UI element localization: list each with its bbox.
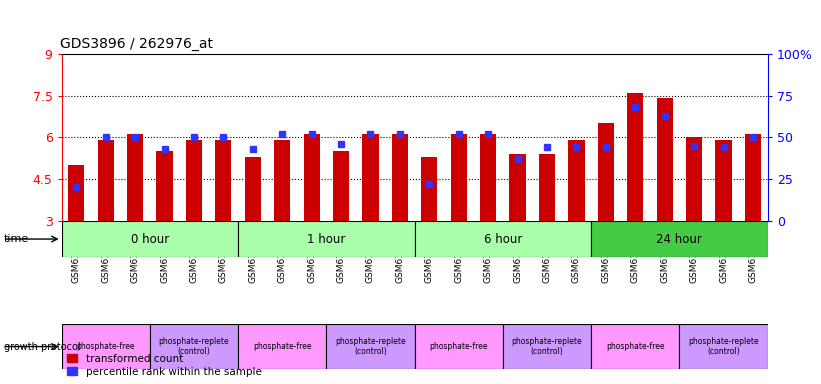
Text: phosphate-replete
(control): phosphate-replete (control) — [158, 337, 229, 356]
Bar — [415, 324, 502, 369]
Bar — [333, 151, 349, 221]
Bar — [245, 157, 261, 221]
Bar — [510, 154, 525, 221]
Bar — [157, 151, 172, 221]
Bar — [502, 324, 591, 369]
Bar — [627, 93, 644, 221]
Text: phosphate-free: phosphate-free — [606, 342, 664, 351]
Bar — [591, 221, 768, 257]
Text: phosphate-free: phosphate-free — [76, 342, 135, 351]
Bar — [215, 140, 232, 221]
Bar — [745, 134, 761, 221]
Bar — [274, 140, 291, 221]
Text: 1 hour: 1 hour — [307, 233, 346, 245]
Bar — [715, 140, 732, 221]
Text: growth protocol: growth protocol — [4, 341, 80, 352]
Bar — [238, 324, 327, 369]
Bar — [591, 324, 680, 369]
Bar — [362, 134, 378, 221]
Bar — [680, 324, 768, 369]
Text: 0 hour: 0 hour — [131, 233, 169, 245]
Text: phosphate-replete
(control): phosphate-replete (control) — [335, 337, 406, 356]
Legend: transformed count, percentile rank within the sample: transformed count, percentile rank withi… — [67, 354, 261, 377]
Text: phosphate-replete
(control): phosphate-replete (control) — [688, 337, 759, 356]
Text: 6 hour: 6 hour — [484, 233, 522, 245]
Bar — [304, 134, 319, 221]
Bar — [62, 221, 238, 257]
Bar — [598, 123, 614, 221]
Text: 24 hour: 24 hour — [657, 233, 702, 245]
Bar — [98, 140, 114, 221]
Bar — [238, 221, 415, 257]
Bar — [68, 165, 85, 221]
Bar — [149, 324, 238, 369]
Text: phosphate-free: phosphate-free — [429, 342, 488, 351]
Bar — [657, 98, 672, 221]
Bar — [327, 324, 415, 369]
Bar — [392, 134, 408, 221]
Bar — [127, 134, 143, 221]
Bar — [568, 140, 585, 221]
Bar — [62, 324, 149, 369]
Bar — [186, 140, 202, 221]
Text: time: time — [4, 234, 30, 244]
Bar — [686, 137, 702, 221]
Bar — [480, 134, 496, 221]
Text: GDS3896 / 262976_at: GDS3896 / 262976_at — [60, 37, 213, 51]
Bar — [451, 134, 467, 221]
Text: phosphate-replete
(control): phosphate-replete (control) — [511, 337, 582, 356]
Bar — [415, 221, 591, 257]
Text: phosphate-free: phosphate-free — [253, 342, 311, 351]
Bar — [539, 154, 555, 221]
Bar — [421, 157, 438, 221]
